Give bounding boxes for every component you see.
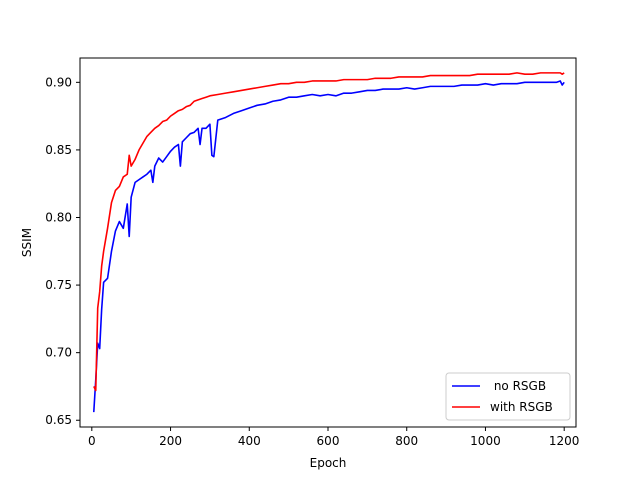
series-line-with-rsgb	[93, 72, 565, 392]
legend-label: no RSGB	[490, 379, 546, 393]
x-axis-ticks: 0 200 400 600 800 1000 1200	[88, 427, 579, 448]
legend: no RSGB with RSGB	[445, 372, 571, 421]
x-tick-label: 600	[317, 434, 340, 448]
y-tick-label: 0.90	[45, 75, 72, 89]
y-tick-label: 0.85	[45, 143, 72, 157]
x-axis-label: Epoch	[310, 456, 347, 470]
x-tick-label: 1200	[549, 434, 580, 448]
legend-box	[445, 372, 571, 421]
x-tick-label: 400	[238, 434, 261, 448]
y-tick-label: 0.80	[45, 210, 72, 224]
x-tick-label: 800	[395, 434, 418, 448]
y-tick-label: 0.65	[45, 413, 72, 427]
x-tick-label: 200	[159, 434, 182, 448]
y-axis-label: SSIM	[20, 228, 34, 257]
y-axis-ticks: 0.65 0.70 0.75 0.80 0.85 0.90	[45, 75, 80, 427]
series-layer	[92, 72, 565, 413]
y-tick-label: 0.75	[45, 278, 72, 292]
x-tick-label: 1000	[470, 434, 501, 448]
y-tick-label: 0.70	[45, 346, 72, 360]
series-line-no-rsgb	[92, 80, 565, 413]
legend-label: with RSGB	[490, 400, 553, 414]
x-tick-label: 0	[88, 434, 96, 448]
